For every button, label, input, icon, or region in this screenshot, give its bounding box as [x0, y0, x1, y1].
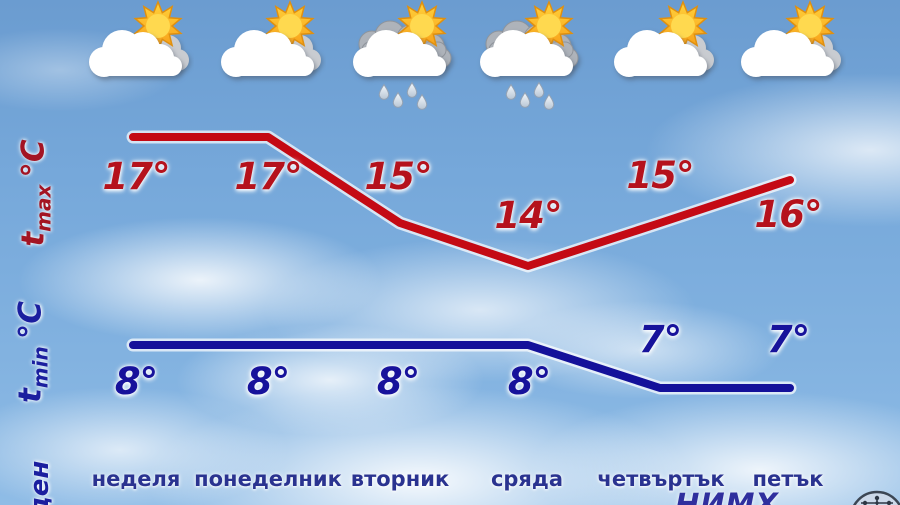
weather-icon-partly-sunny	[603, 0, 719, 116]
tmin-axis-base: t	[12, 388, 49, 404]
weather-icon-sun-rain	[469, 0, 585, 116]
tmax-value-label: 17°	[102, 155, 171, 198]
tmin-value-label: 8°	[114, 360, 158, 403]
day-label: четвъртък	[597, 467, 725, 491]
tmin-value-label: 8°	[246, 360, 290, 403]
weather-icon-partly-sunny	[730, 0, 846, 116]
day-label: понеделник	[194, 467, 342, 491]
tmin-line-halo	[126, 338, 797, 395]
tmin-value-label: 8°	[376, 360, 420, 403]
x-axis-label: ден	[25, 460, 55, 505]
weather-icon-partly-sunny	[78, 0, 194, 116]
nimh-emblem-icon	[853, 490, 900, 505]
day-label: неделя	[91, 467, 181, 491]
day-label: петък	[752, 467, 824, 491]
weather-icon-sun-rain	[342, 0, 458, 116]
tmax-axis-label: tmax °C	[15, 139, 56, 247]
tmax-value-label: 15°	[626, 154, 695, 197]
tmin-line	[129, 341, 794, 392]
tmax-value-label: 17°	[234, 155, 303, 198]
tmax-value-label: 15°	[364, 155, 433, 198]
tmin-value-label: 7°	[638, 318, 682, 361]
tmax-value-label: 14°	[494, 194, 563, 237]
tmin-axis-label: tmin °C	[12, 300, 53, 404]
tmax-axis-sub: max	[31, 184, 56, 232]
weather-icon-partly-sunny	[210, 0, 326, 116]
tmax-axis-base: t	[15, 231, 52, 247]
x-axis-label-text: ден	[25, 460, 55, 505]
tmax-value-label: 16°	[754, 193, 823, 236]
nimh-org-text: НИМХ	[675, 487, 779, 505]
day-label: вторник	[350, 467, 450, 491]
tmin-value-label: 8°	[507, 360, 551, 403]
tmin-axis-unit: °C	[12, 300, 49, 340]
day-label: сряда	[490, 467, 564, 491]
tmax-axis-unit: °C	[15, 139, 52, 178]
tmin-axis-sub: min	[28, 346, 53, 389]
tmax-line	[129, 133, 794, 270]
tmin-value-label: 7°	[766, 318, 810, 361]
